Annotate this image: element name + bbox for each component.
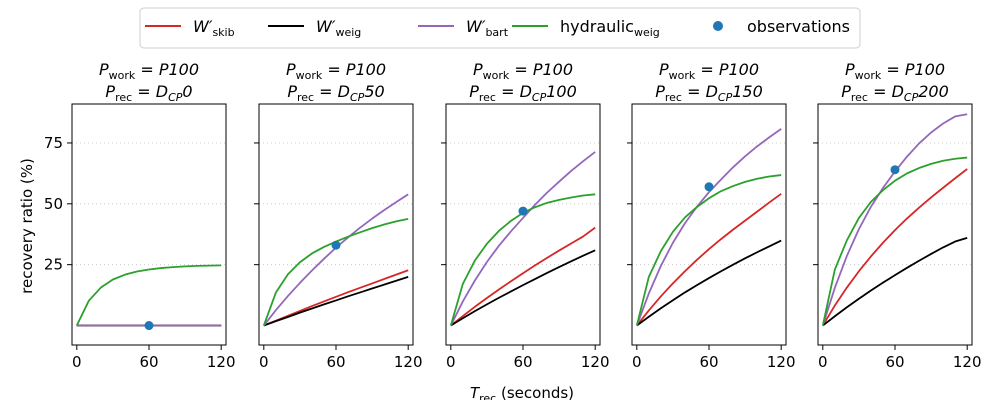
legend-swatch-obs [713,21,723,31]
observation-point [704,182,714,192]
x-tick-label-120: 120 [767,353,796,371]
panel-title-rec: Prec = DCP150 [655,82,763,104]
panel-title-rec: Prec = DCP200 [841,82,949,104]
y-tick-label-50: 50 [44,195,63,213]
series-line-skib [263,269,409,327]
series-line-hyd [635,174,782,326]
panel-title-work: Pwork = P100 [845,60,945,82]
series-line-skib [450,226,596,327]
series-line-bart [635,128,782,326]
y-tick-label-75: 75 [44,134,63,152]
y-axis-label: recovery ratio (%) [18,158,36,294]
panel-frame [631,103,787,346]
x-tick-label-120: 120 [394,353,423,371]
panel-frame [817,103,973,346]
legend-label-skib: W′skib [193,17,235,39]
panel-title-rec: Prec = DCP100 [469,82,577,104]
series-line-bart [263,193,409,327]
legend-frame [139,7,861,49]
y-tick-label-25: 25 [44,256,63,274]
series-line-bart [821,113,968,326]
legend-label-bart: W′bart [466,17,509,39]
observation-point [518,206,528,216]
x-tick-label-120: 120 [581,353,610,371]
observation-point [890,165,900,175]
series-line-skib [822,168,968,326]
x-tick-label-0: 0 [632,353,642,371]
series-line-hyd [75,264,222,326]
x-tick-label-60: 60 [326,353,345,371]
series-line-hyd [821,156,968,326]
legend-label-weig: W′weig [316,17,361,39]
x-tick-label-0: 0 [446,353,456,371]
panel-title-rec: Prec = DCP0 [105,82,192,104]
panel-frame [71,103,227,346]
panel-title-work: Pwork = P100 [659,60,759,82]
x-tick-label-60: 60 [513,353,532,371]
series-line-weig [450,249,596,327]
legend: W′skib W′weig W′bart hydraulicweig observati… [139,7,861,49]
legend-label-obs: observations [747,17,850,36]
observation-point [331,240,341,250]
panel-title-work: Pwork = P100 [99,60,199,82]
series-line-skib [636,193,782,327]
series-line-bart [450,151,596,326]
panel-title-rec: Prec = DCP50 [287,82,384,104]
x-tick-label-0: 0 [259,353,269,371]
panel-frame [258,103,414,346]
series-line-hyd [262,218,409,326]
panel-title-work: Pwork = P100 [473,60,573,82]
x-tick-label-0: 0 [72,353,82,371]
series-line-weig [636,239,782,327]
x-tick-label-60: 60 [699,353,718,371]
x-tick-label-120: 120 [207,353,236,371]
panel-frame [445,103,601,346]
series-line-weig [263,275,409,327]
x-axis-label: Trec (seconds) [470,384,574,400]
legend-label-hyd: hydraulicweig [560,17,660,39]
panel-title-work: Pwork = P100 [286,60,386,82]
observation-point [144,321,154,331]
x-tick-label-120: 120 [953,353,982,371]
x-tick-label-0: 0 [818,353,828,371]
x-tick-label-60: 60 [139,353,158,371]
series-line-weig [822,237,968,327]
x-tick-label-60: 60 [885,353,904,371]
